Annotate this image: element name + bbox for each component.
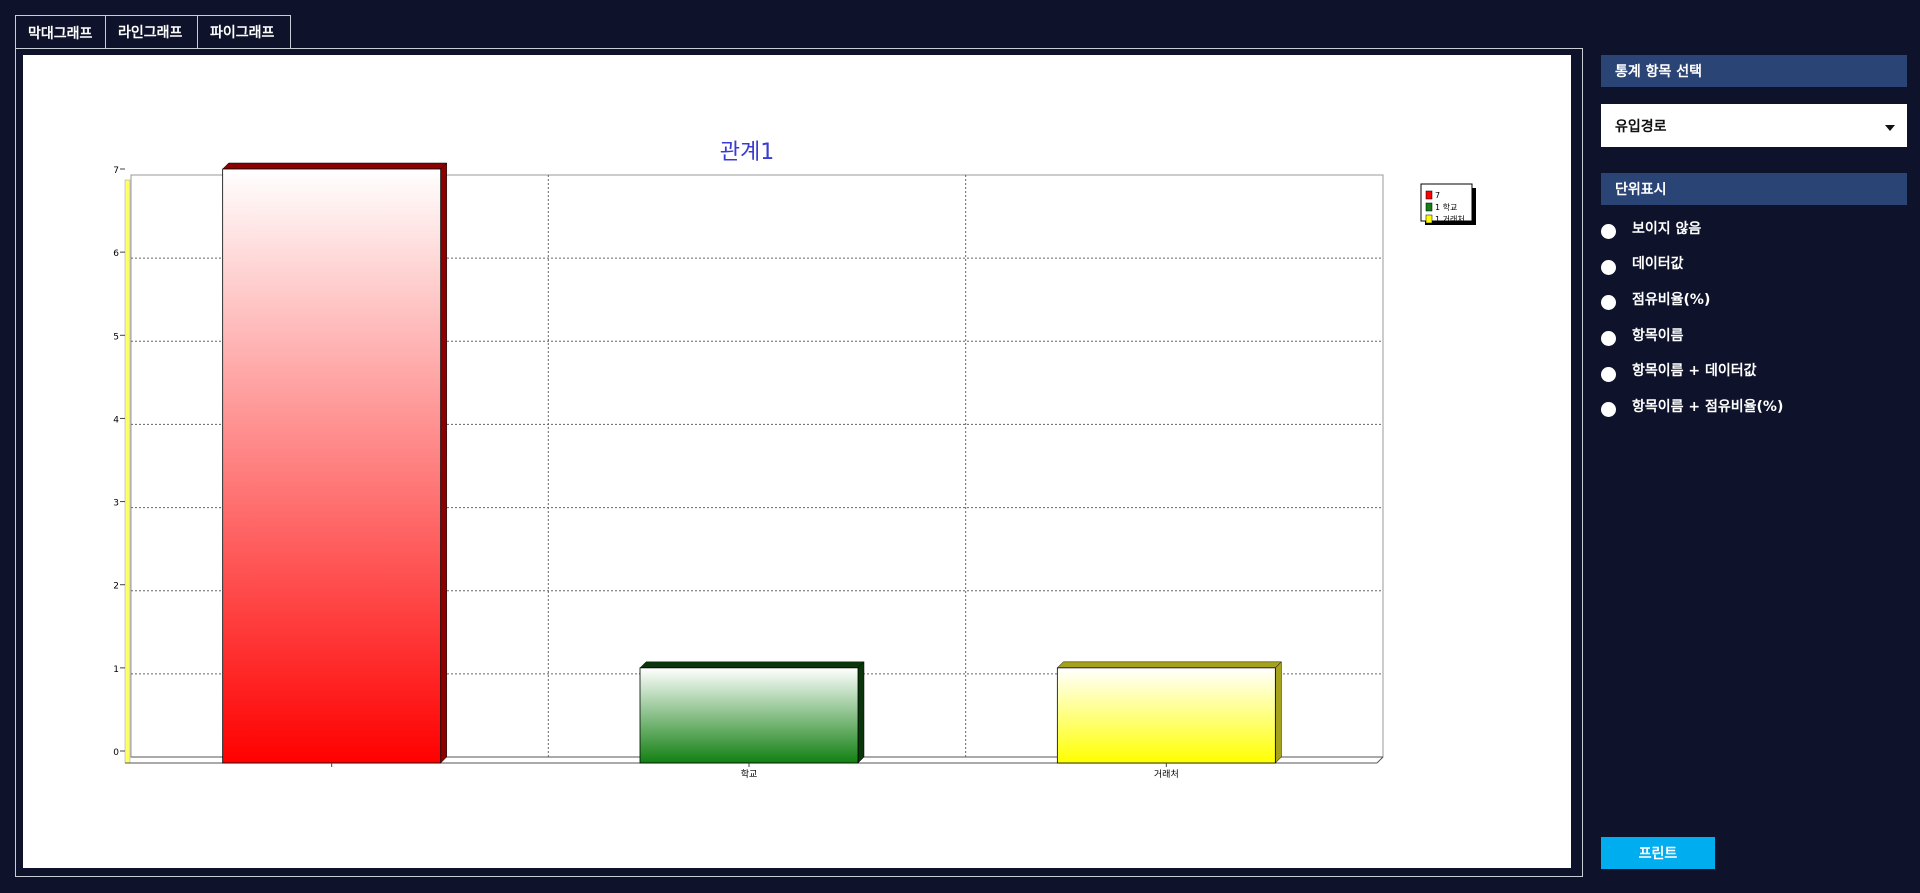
bar-side-face	[1275, 661, 1282, 764]
bar-top-face	[1056, 661, 1282, 669]
bar-1	[639, 661, 865, 764]
chart-canvas: 관계1 학교 거래처 0 1 2 3 4 5 6 7 7 1 학교 1 거래처	[23, 55, 1571, 868]
unit-option-label: 항목이름	[1632, 327, 1684, 344]
x-tick-label: 학교	[741, 769, 758, 780]
y-tick-label: 2	[113, 582, 119, 592]
legend-swatch	[1425, 190, 1433, 200]
bar-chart: 관계1 학교 거래처 0 1 2 3 4 5 6 7 7 1 학교 1 거래처	[113, 140, 1476, 780]
bar-2	[1056, 661, 1282, 764]
bar-top-face	[222, 162, 448, 170]
unit-options: 보이지 않음 데이터값 점유비율(%) 항목이름 항목이름 + 데이터값 항목이…	[1601, 211, 1907, 425]
plot-left-wall	[124, 179, 131, 764]
plot-floor-edge	[1376, 756, 1384, 764]
tab-bar: 막대그래프 라인그래프 파이그래프	[15, 15, 291, 49]
y-tick-label: 4	[113, 415, 119, 425]
y-tick-label: 6	[113, 249, 119, 259]
chevron-down-icon	[1885, 124, 1895, 131]
radio-button[interactable]	[1601, 295, 1616, 311]
unit-option-label: 점유비율(%)	[1632, 291, 1711, 308]
unit-option-data-value[interactable]: 데이터값	[1601, 247, 1907, 283]
unit-option-name-value[interactable]: 항목이름 + 데이터값	[1601, 353, 1907, 389]
bar-front-face	[639, 667, 859, 764]
chart-legend: 7 1 학교 1 거래처	[1420, 183, 1476, 225]
legend-label: 7	[1435, 191, 1440, 200]
radio-button[interactable]	[1601, 331, 1616, 347]
legend-swatch	[1425, 202, 1433, 212]
tab-pie-graph[interactable]: 파이그래프	[198, 15, 291, 48]
x-tick-label: 거래처	[1154, 768, 1179, 780]
bar-front-face	[1056, 667, 1276, 764]
print-button[interactable]: 프린트	[1601, 837, 1715, 869]
radio-button[interactable]	[1601, 366, 1616, 382]
chart-frame: 관계1 학교 거래처 0 1 2 3 4 5 6 7 7 1 학교 1 거래처	[15, 48, 1583, 877]
y-tick-label: 7	[113, 166, 119, 176]
unit-option-label: 데이터값	[1632, 256, 1684, 273]
legend-swatch	[1425, 214, 1433, 224]
bar-0	[222, 162, 448, 764]
unit-option-label: 항목이름 + 점유비율(%)	[1632, 398, 1784, 415]
unit-option-share-percent[interactable]: 점유비율(%)	[1601, 282, 1907, 318]
radio-button[interactable]	[1601, 259, 1616, 275]
stat-item-header: 통계 항목 선택	[1601, 55, 1907, 87]
unit-option-label: 보이지 않음	[1632, 220, 1702, 237]
tab-bar-graph[interactable]: 막대그래프	[15, 15, 106, 49]
side-panel: 통계 항목 선택 유입경로 단위표시 보이지 않음 데이터값 점유비율(%) 항…	[1601, 55, 1907, 425]
unit-option-item-name[interactable]: 항목이름	[1601, 318, 1907, 354]
bar-side-face	[440, 162, 447, 764]
y-tick-label: 0	[113, 748, 119, 758]
stat-item-select[interactable]: 유입경로	[1601, 104, 1907, 147]
bar-side-face	[857, 661, 865, 764]
tab-line-graph[interactable]: 라인그래프	[106, 15, 198, 48]
radio-button[interactable]	[1601, 224, 1616, 240]
y-tick-label: 3	[113, 499, 119, 509]
units-header: 단위표시	[1601, 173, 1907, 205]
radio-button[interactable]	[1601, 402, 1616, 418]
bar-front-face	[222, 168, 442, 764]
legend-label: 1 학교	[1435, 202, 1457, 212]
bar-top-face	[639, 661, 865, 669]
y-tick-label: 1	[113, 665, 119, 675]
chart-title: 관계1	[720, 140, 774, 165]
stat-item-select-value: 유입경로	[1615, 118, 1667, 135]
unit-option-hidden[interactable]: 보이지 않음	[1601, 211, 1907, 247]
y-tick-label: 5	[113, 332, 119, 342]
legend-label: 1 거래처	[1435, 215, 1465, 224]
unit-option-label: 항목이름 + 데이터값	[1632, 363, 1757, 380]
unit-option-name-percent[interactable]: 항목이름 + 점유비율(%)	[1601, 389, 1907, 425]
